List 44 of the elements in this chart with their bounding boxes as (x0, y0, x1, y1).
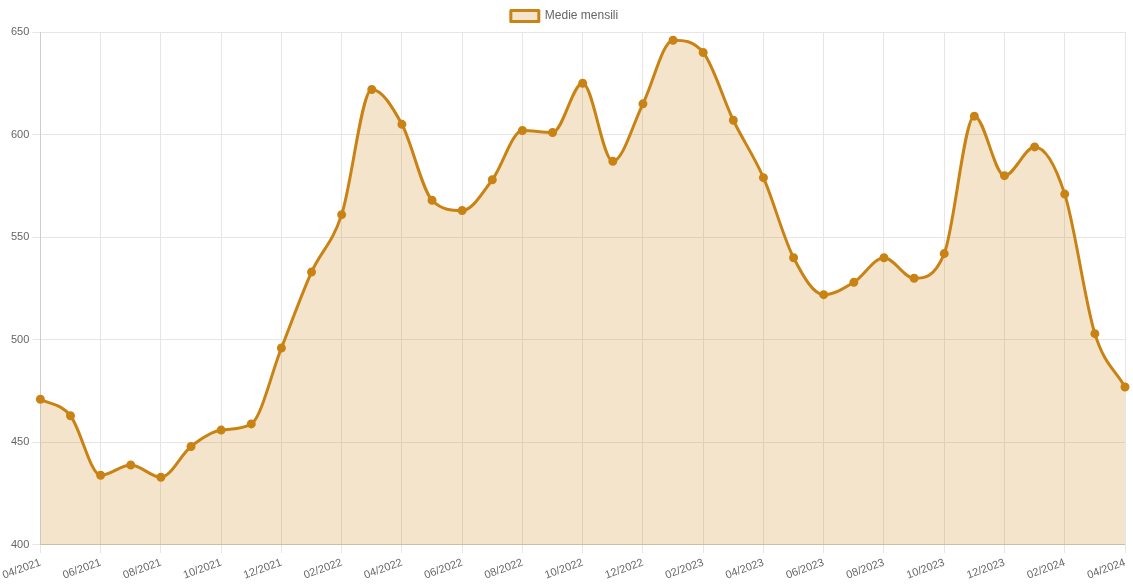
point (1030, 142, 1040, 152)
y-tick-label: 450 (11, 435, 30, 448)
point (156, 472, 166, 482)
point (126, 460, 136, 470)
point (969, 111, 979, 121)
point (457, 206, 467, 216)
point (276, 343, 286, 353)
point (698, 48, 708, 58)
point (246, 419, 256, 429)
point (548, 128, 558, 138)
point (728, 115, 738, 125)
y-tick-label: 500 (11, 332, 30, 345)
point (65, 411, 75, 421)
point (668, 35, 678, 45)
point (1120, 382, 1130, 392)
legend-label: Medie mensili (544, 8, 619, 23)
point (638, 99, 648, 109)
point (849, 277, 859, 287)
point (758, 173, 768, 183)
y-tick-label: 550 (11, 230, 30, 243)
point (337, 210, 347, 220)
point (35, 394, 45, 404)
point (517, 126, 527, 135)
y-tick-label: 650 (11, 25, 30, 38)
y-tick-label: 600 (11, 127, 30, 140)
point (578, 78, 588, 88)
point (1090, 329, 1100, 339)
point (939, 249, 949, 259)
point (879, 253, 889, 263)
point (96, 470, 106, 480)
y-tick-label: 400 (11, 538, 30, 551)
point (397, 119, 407, 129)
point (186, 442, 196, 451)
point (999, 171, 1009, 181)
point (216, 425, 226, 435)
point (307, 267, 317, 277)
point (367, 84, 377, 94)
point (608, 156, 618, 166)
point (909, 273, 919, 283)
point (1060, 189, 1070, 199)
point (819, 290, 829, 300)
point (427, 195, 437, 205)
point (789, 253, 799, 263)
point (487, 175, 497, 185)
